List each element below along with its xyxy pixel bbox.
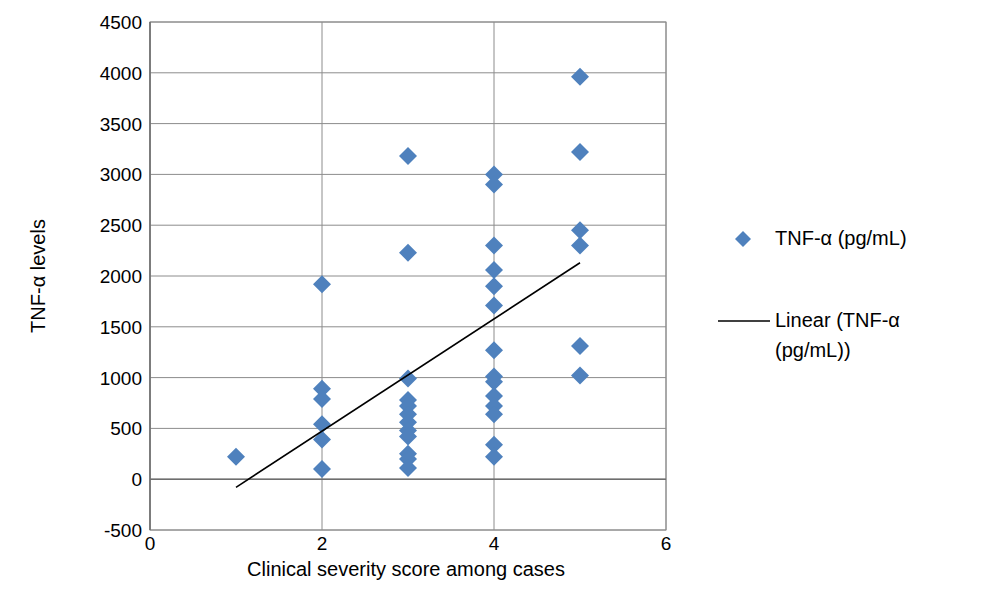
point bbox=[399, 244, 417, 262]
point bbox=[399, 428, 417, 446]
point bbox=[571, 143, 589, 161]
y-tick-label: 1000 bbox=[100, 368, 142, 389]
grid-line-y bbox=[150, 72, 666, 73]
y-tick-label: 1500 bbox=[100, 317, 142, 338]
point bbox=[571, 237, 589, 255]
grid-line-y bbox=[150, 276, 666, 277]
grid-line-y bbox=[150, 174, 666, 175]
plot-frame bbox=[150, 22, 666, 530]
legend-label-line: Linear (TNF-α bbox=[775, 309, 900, 331]
y-tick-label: 0 bbox=[131, 469, 142, 490]
point bbox=[227, 448, 245, 466]
plot-area bbox=[227, 68, 589, 487]
point bbox=[485, 448, 503, 466]
y-axis-line bbox=[149, 22, 151, 530]
y-tick-label: -500 bbox=[104, 520, 142, 541]
point bbox=[485, 277, 503, 295]
grid-line-y bbox=[150, 326, 666, 327]
x-tick-label: 0 bbox=[145, 533, 156, 554]
x-tick-label: 4 bbox=[489, 533, 500, 554]
legend: TNF-α (pg/mL) Linear (TNF-α (pg/mL)) bbox=[718, 227, 907, 361]
grid-line-y bbox=[150, 225, 666, 226]
legend-label: Linear (TNF-α (pg/mL)) bbox=[775, 309, 900, 361]
point bbox=[399, 459, 417, 477]
y-tick-label: 4500 bbox=[100, 12, 142, 33]
x-axis-line bbox=[150, 478, 666, 480]
grid-line-y bbox=[150, 123, 666, 124]
point bbox=[485, 237, 503, 255]
x-axis-title: Clinical severity score among cases bbox=[247, 558, 565, 580]
point bbox=[571, 337, 589, 355]
trend-line bbox=[236, 263, 580, 488]
point bbox=[313, 431, 331, 449]
point bbox=[571, 68, 589, 86]
point bbox=[485, 176, 503, 194]
y-tick-label: 4000 bbox=[100, 63, 142, 84]
grid bbox=[150, 22, 666, 530]
point bbox=[313, 390, 331, 408]
y-tick-label: 2000 bbox=[100, 266, 142, 287]
x-tick-label: 6 bbox=[661, 533, 672, 554]
point bbox=[399, 147, 417, 165]
y-tick-label: 2500 bbox=[100, 215, 142, 236]
y-tick-label: 500 bbox=[110, 418, 142, 439]
legend-marker bbox=[735, 231, 751, 247]
y-tick-label: 3500 bbox=[100, 114, 142, 135]
chart: -500050010001500200025003000350040004500… bbox=[0, 0, 986, 604]
point bbox=[313, 460, 331, 478]
y-tick-label: 3000 bbox=[100, 164, 142, 185]
x-tick-label: 2 bbox=[317, 533, 328, 554]
legend-label-line: TNF-α (pg/mL) bbox=[775, 227, 907, 249]
point bbox=[485, 341, 503, 359]
background bbox=[0, 0, 986, 604]
point bbox=[485, 261, 503, 279]
point bbox=[485, 405, 503, 423]
grid-line-x bbox=[150, 22, 151, 530]
grid-line-y bbox=[150, 479, 666, 480]
point bbox=[313, 275, 331, 293]
point bbox=[485, 296, 503, 314]
legend-label-line: (pg/mL)) bbox=[775, 339, 851, 361]
legend-label: TNF-α (pg/mL) bbox=[775, 227, 907, 249]
point bbox=[571, 367, 589, 385]
legend-line bbox=[718, 320, 770, 322]
y-axis-title: TNF-α levels bbox=[27, 219, 49, 333]
